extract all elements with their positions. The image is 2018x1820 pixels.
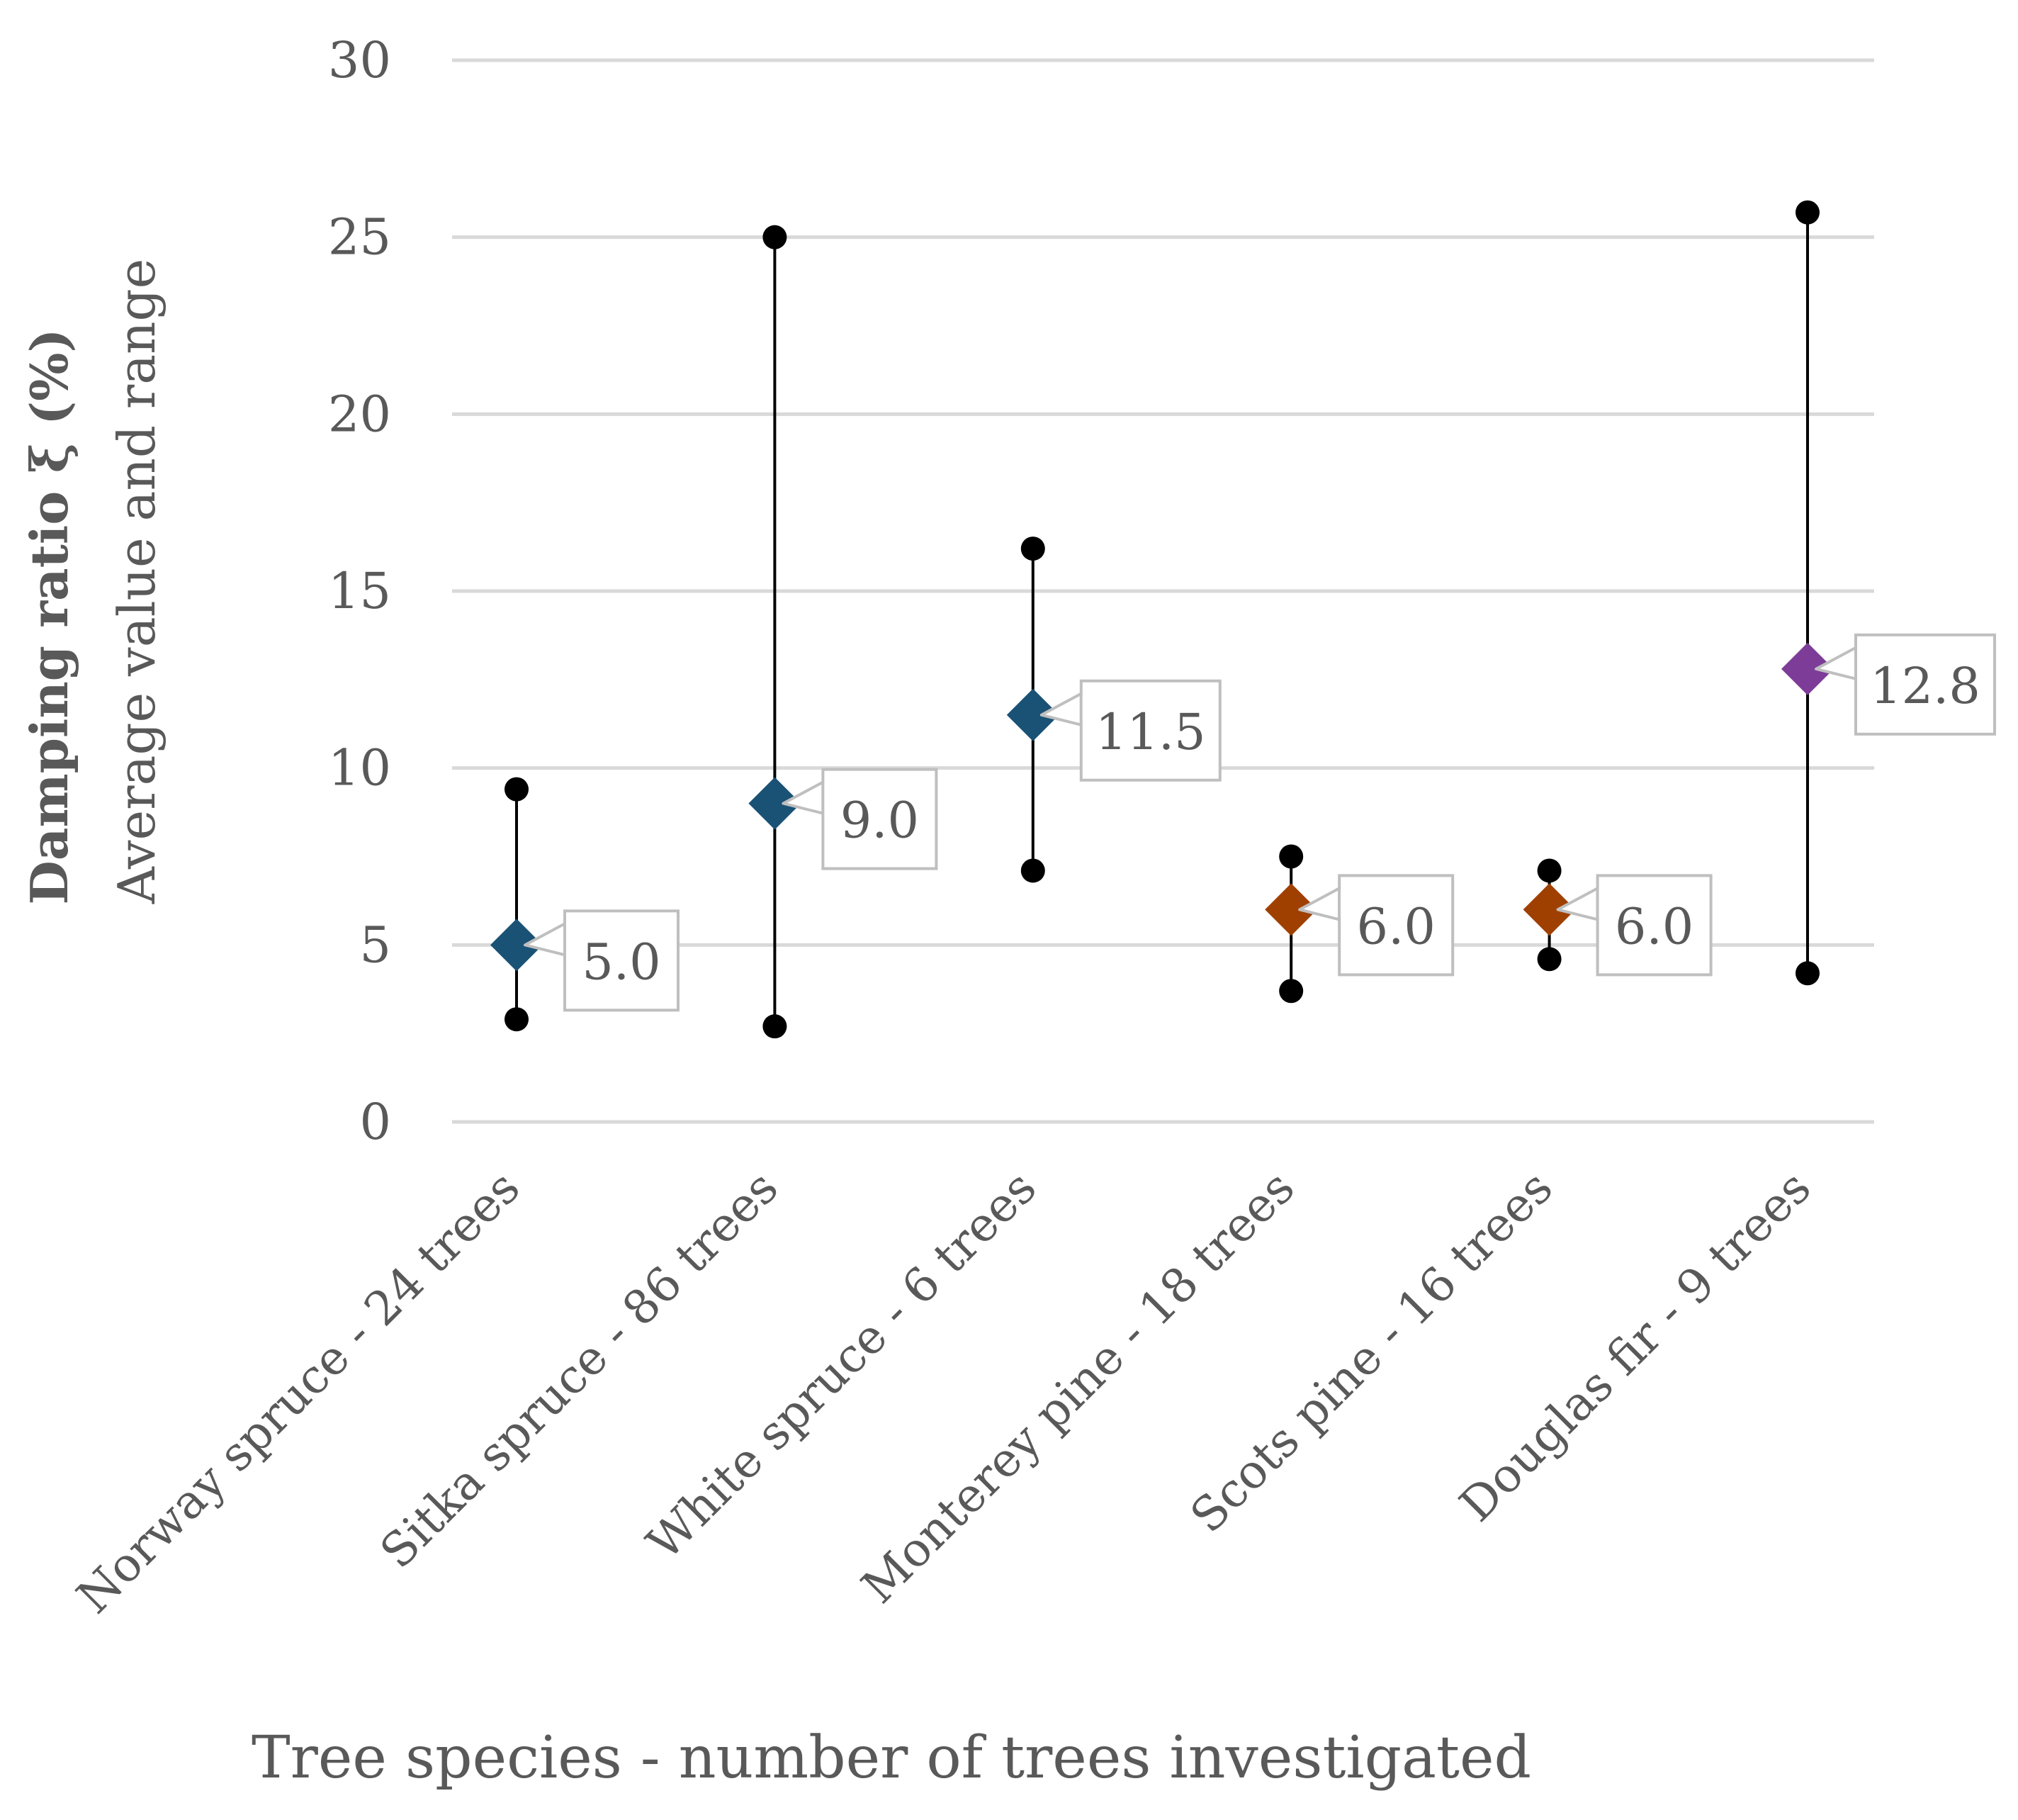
max-point (762, 225, 787, 249)
data-label-joint (824, 783, 829, 811)
max-point (1279, 844, 1304, 869)
average-marker (490, 919, 543, 972)
min-point (1279, 979, 1304, 1004)
y-tick-labels: 0 5 10 15 20 25 30 (328, 31, 391, 1151)
data-label-box (821, 768, 938, 870)
max-point (1020, 537, 1045, 561)
average-marker (1265, 883, 1318, 936)
data-label-joint (1082, 695, 1087, 722)
min-point (1796, 961, 1820, 986)
y-axis-subtitle: Average value and range (107, 259, 167, 904)
data-label-joint (566, 925, 570, 953)
data-label-joint (1341, 889, 1346, 917)
min-point (1020, 858, 1045, 883)
data-label-box (1079, 679, 1222, 782)
data-label: 6.0 (1615, 897, 1693, 955)
x-tick-label: Norway spruce - 24 trees (67, 1160, 531, 1624)
average-marker (1781, 642, 1834, 695)
data-label-box (1596, 874, 1713, 977)
average-marker (748, 777, 801, 830)
data-label: 12.8 (1870, 657, 1980, 715)
y-tick-label: 10 (328, 739, 391, 797)
data-label-box (563, 909, 680, 1012)
data-label: 9.0 (840, 792, 919, 850)
marker-layer (490, 642, 1834, 972)
y-tick-label: 25 (328, 208, 391, 266)
min-point (1537, 947, 1562, 972)
data-label: 5.0 (582, 933, 660, 991)
average-marker (1523, 883, 1576, 936)
y-tick-label: 0 (359, 1093, 391, 1151)
max-point (504, 777, 529, 802)
y-tick-label: 15 (328, 562, 391, 620)
data-label-box (1338, 874, 1455, 977)
data-label-joint (1857, 648, 1861, 676)
data-label-joint (1599, 889, 1603, 917)
data-label-layer: 5.0 9.0 11.5 6.0 6.0 12.8 (524, 633, 1996, 1012)
data-label-box (1854, 633, 1996, 736)
max-point (1796, 200, 1820, 225)
x-tick-label: Monterey pine - 18 trees (851, 1160, 1304, 1614)
data-label: 6.0 (1357, 897, 1436, 955)
y-tick-label: 30 (328, 31, 391, 89)
min-point (762, 1014, 787, 1039)
y-tick-label: 5 (359, 916, 391, 974)
min-point (504, 1007, 529, 1032)
max-point (1537, 858, 1562, 883)
y-tick-label: 20 (328, 385, 391, 443)
y-axis-title: Damping ratio ξ (%) (19, 328, 79, 904)
x-axis-title: Tree species - number of trees investiga… (252, 1724, 1531, 1792)
average-marker (1006, 688, 1059, 741)
data-label: 11.5 (1095, 703, 1206, 761)
